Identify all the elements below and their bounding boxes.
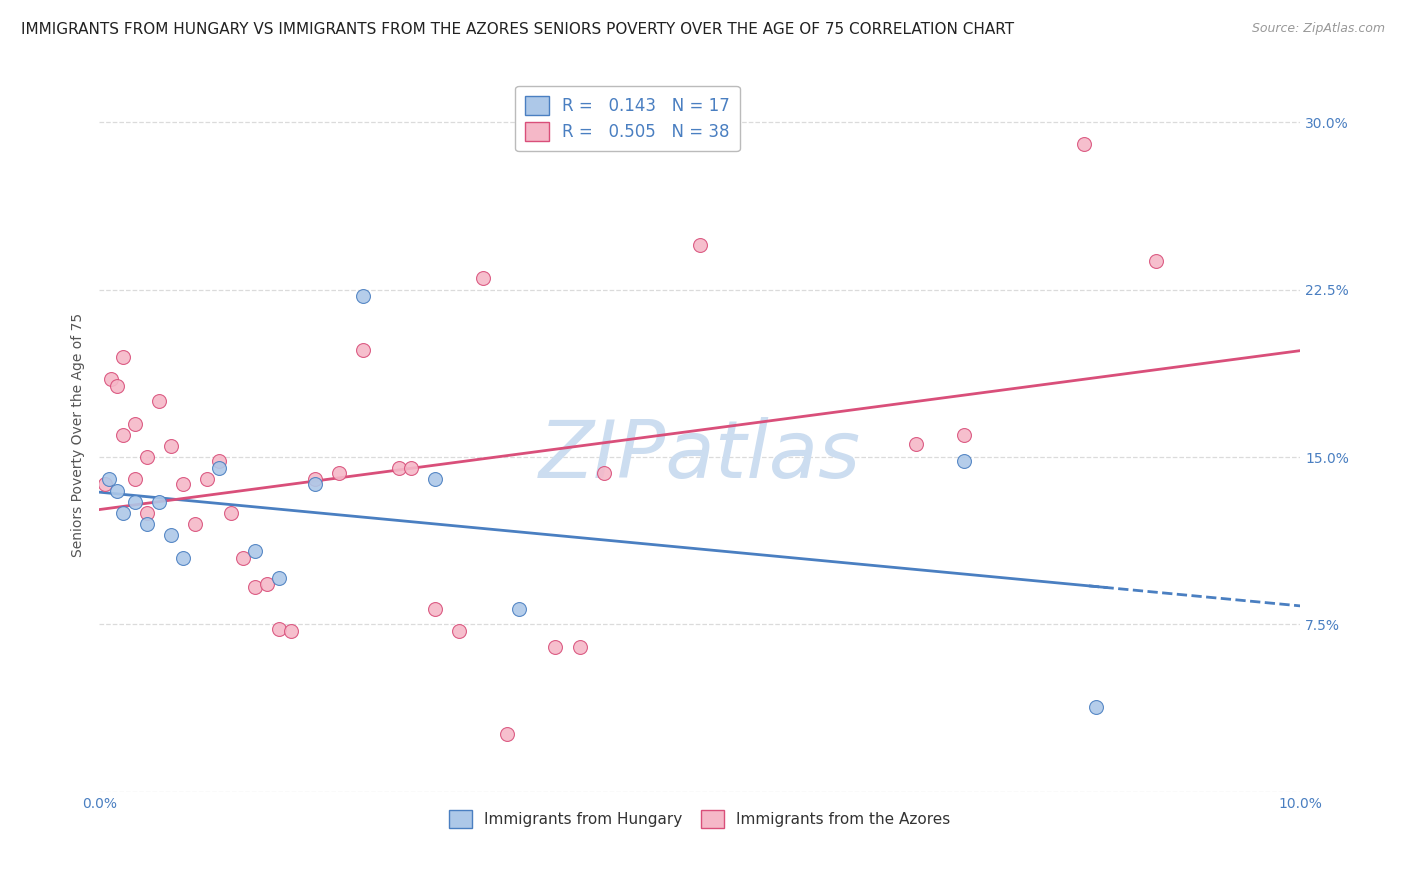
Point (160, 439, 183, 453)
Point (112, 506, 135, 520)
Point (544, 640, 567, 654)
Point (112, 350, 135, 364)
Point (97, 472, 120, 486)
Text: ZIPatlas: ZIPatlas (538, 417, 860, 495)
Point (388, 461, 411, 475)
Point (401, 461, 423, 475)
Point (172, 550, 194, 565)
Point (256, 577, 278, 591)
Point (472, 271, 495, 285)
Point (148, 494, 170, 508)
Point (245, 543, 267, 558)
Point (124, 417, 146, 431)
Point (148, 394, 170, 409)
Point (449, 624, 471, 639)
Point (219, 506, 242, 520)
Point (352, 289, 374, 303)
Point (112, 427, 135, 442)
Point (953, 427, 976, 442)
Point (124, 472, 146, 486)
Point (904, 436, 927, 450)
Point (425, 602, 447, 616)
Point (195, 472, 218, 486)
Legend: Immigrants from Hungary, Immigrants from the Azores: Immigrants from Hungary, Immigrants from… (443, 804, 956, 834)
Point (160, 528, 183, 542)
Text: IMMIGRANTS FROM HUNGARY VS IMMIGRANTS FROM THE AZORES SENIORS POVERTY OVER THE A: IMMIGRANTS FROM HUNGARY VS IMMIGRANTS FR… (21, 22, 1014, 37)
Point (1073, 137, 1095, 152)
Point (1144, 253, 1167, 268)
Point (304, 472, 326, 486)
Point (208, 454, 231, 468)
Point (136, 506, 159, 520)
Point (105, 378, 128, 392)
Point (328, 466, 350, 480)
Point (172, 476, 194, 491)
Point (208, 461, 231, 475)
Point (592, 466, 614, 480)
Point (94, 476, 117, 491)
Point (269, 622, 291, 636)
Point (100, 372, 122, 386)
Point (496, 727, 519, 741)
Point (304, 476, 326, 491)
Point (352, 343, 374, 357)
Point (232, 550, 254, 565)
Point (136, 516, 159, 531)
Point (1084, 700, 1107, 714)
Y-axis label: Seniors Poverty Over the Age of 75: Seniors Poverty Over the Age of 75 (72, 312, 86, 557)
Point (689, 238, 711, 252)
Point (245, 580, 267, 594)
Text: Source: ZipAtlas.com: Source: ZipAtlas.com (1251, 22, 1385, 36)
Point (508, 602, 530, 616)
Point (280, 624, 302, 639)
Point (953, 454, 976, 468)
Point (136, 450, 159, 464)
Point (568, 640, 591, 654)
Point (105, 483, 128, 498)
Point (184, 516, 207, 531)
Point (124, 494, 146, 508)
Point (269, 571, 291, 585)
Point (425, 472, 447, 486)
